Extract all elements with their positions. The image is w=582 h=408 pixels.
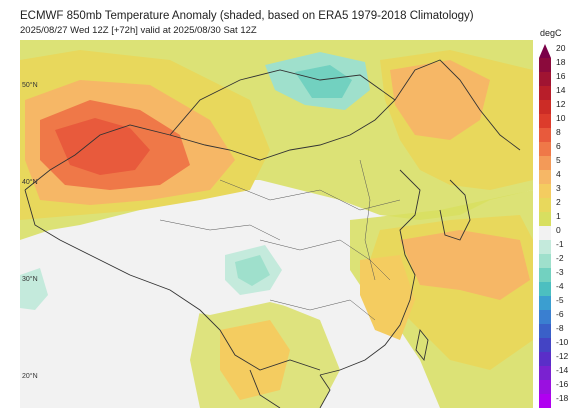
colorbar-swatch xyxy=(539,198,551,213)
colorbar-tick-label: -8 xyxy=(556,323,564,333)
province-lines xyxy=(159,159,401,321)
taiwan-outline xyxy=(415,328,429,362)
colorbar-swatch xyxy=(539,212,551,227)
anomaly-area-minus3-mongolia-core xyxy=(295,65,352,98)
anomaly-area-plus3-southwest xyxy=(220,320,290,400)
province-line-west xyxy=(159,219,281,241)
colorbar-swatch xyxy=(539,394,551,408)
anomaly-area-minus2-sichuan-core xyxy=(235,255,270,286)
colorbar-tick-label: -10 xyxy=(556,337,569,347)
colorbar-swatch xyxy=(539,44,551,58)
anomaly-area-plus8-northwest-core xyxy=(55,118,150,175)
colorbar-tick-label: 3 xyxy=(556,183,561,193)
colorbar-tick-label: -1 xyxy=(556,239,564,249)
map-title: ECMWF 850mb Temperature Anomaly (shaded,… xyxy=(20,10,474,22)
borders xyxy=(24,59,521,408)
colorbar-tick-label: 0 xyxy=(556,225,561,235)
colorbar-tick-label: -14 xyxy=(556,365,569,375)
colorbar-labels: 20 18 16 14 12 10 8 6 5 4 3 2 1 0 -1 -2 -3 -4 -5 -6 -8 -10 -12… xyxy=(556,43,582,408)
china-southwest-border xyxy=(24,189,321,371)
colorbar-tick-label: 8 xyxy=(556,127,561,137)
colorbar-tick-label: 14 xyxy=(556,85,566,95)
province-line-east xyxy=(359,159,376,281)
latitude-label-30n: 30°N xyxy=(22,276,38,283)
china-northern-border xyxy=(24,59,521,191)
colorbar-tick-label: 20 xyxy=(556,43,566,53)
colorbar-swatch xyxy=(539,114,551,129)
province-line-south xyxy=(269,299,376,321)
colorbar-tick-label: -5 xyxy=(556,295,564,305)
colorbar-tick-label: 5 xyxy=(556,155,561,165)
colorbar-swatch xyxy=(539,156,551,171)
anomaly-area-minus1-west-edge xyxy=(20,268,48,310)
colorbar-tick-label: -4 xyxy=(556,281,564,291)
colorbar-swatch xyxy=(539,268,551,283)
colorbar-tick-label: 4 xyxy=(556,169,561,179)
colorbar-swatch xyxy=(539,142,551,157)
colorbar-swatch xyxy=(539,226,551,241)
latitude-label-40n: 40°N xyxy=(22,179,38,186)
colorbar-swatch xyxy=(539,72,551,87)
colorbar-swatch xyxy=(539,310,551,325)
colorbar-swatch xyxy=(539,254,551,269)
colorbar-tick-label: -3 xyxy=(556,267,564,277)
colorbar xyxy=(539,44,551,408)
colorbar-tick-label: -12 xyxy=(556,351,569,361)
colorbar-tick-label: -2 xyxy=(556,253,564,263)
colorbar-swatch xyxy=(539,128,551,143)
colorbar-tick-label: 6 xyxy=(556,141,561,151)
colorbar-swatch xyxy=(539,324,551,339)
colorbar-swatch xyxy=(539,240,551,255)
korea-coastline xyxy=(439,179,471,241)
province-line-north xyxy=(219,179,401,211)
province-line-central xyxy=(259,239,391,281)
temperature-anomaly-map: 50°N 40°N 30°N 20°N xyxy=(20,40,533,408)
colorbar-tick-label: -16 xyxy=(556,379,569,389)
colorbar-swatch xyxy=(539,58,551,73)
colorbar-tick-label: 18 xyxy=(556,57,566,67)
colorbar-tick-label: -6 xyxy=(556,309,564,319)
colorbar-swatch xyxy=(539,296,551,311)
colorbar-swatch xyxy=(539,338,551,353)
colorbar-swatch xyxy=(539,282,551,297)
colorbar-swatch xyxy=(539,380,551,395)
colorbar-tick-label: 1 xyxy=(556,211,561,221)
colorbar-swatch xyxy=(539,184,551,199)
southeast-asia-coast xyxy=(249,369,331,408)
anomaly-area-plus4-northeast xyxy=(390,60,490,140)
colorbar-tick-label: 2 xyxy=(556,197,561,207)
map-canvas xyxy=(20,40,533,408)
colorbar-swatch xyxy=(539,100,551,115)
colorbar-swatch xyxy=(539,86,551,101)
colorbar-tick-label: 10 xyxy=(556,113,566,123)
colorbar-unit: degC xyxy=(540,28,562,38)
mongolia-border xyxy=(169,69,396,136)
colorbar-swatch xyxy=(539,366,551,381)
colorbar-swatch xyxy=(539,170,551,185)
colorbar-tick-label: 12 xyxy=(556,99,566,109)
colorbar-swatch xyxy=(539,352,551,367)
latitude-label-20n: 20°N xyxy=(22,373,38,380)
map-subtitle: 2025/08/27 Wed 12Z [+72h] valid at 2025/… xyxy=(20,25,257,36)
colorbar-tick-label: 16 xyxy=(556,71,566,81)
latitude-label-50n: 50°N xyxy=(22,82,38,89)
anomaly-area-plus4-east-china xyxy=(400,230,530,300)
colorbar-tick-label: -18 xyxy=(556,393,569,403)
east-coastline xyxy=(319,169,421,376)
